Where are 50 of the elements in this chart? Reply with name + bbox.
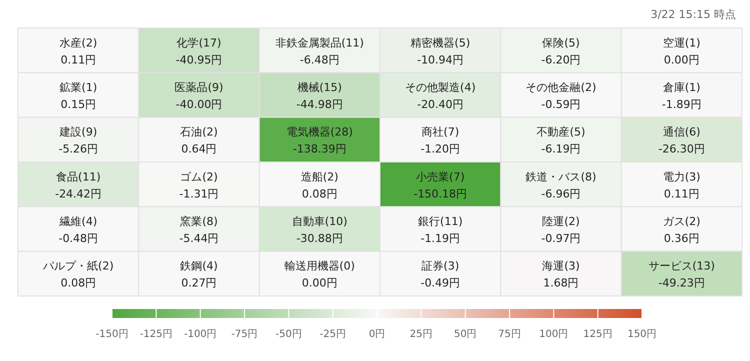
data-label: パルプ・紙(2) 0.08円 [42, 260, 114, 290]
data-label: 窯業(8) -5.44円 [179, 215, 219, 245]
color-bar-label: 100円 [539, 329, 568, 340]
data-label: 鉄道・バス(8) -6.96円 [526, 170, 596, 200]
color-bar-label: -75円 [231, 329, 258, 340]
color-bar-label: -50円 [275, 329, 302, 340]
data-label: 倉庫(1) -1.89円 [662, 81, 702, 111]
data-label: 空運(1) 0.00円 [662, 36, 700, 66]
data-label: 商社(7) -1.20円 [420, 126, 460, 156]
data-label: 銀行(11) -1.19円 [418, 215, 463, 245]
color-bar-label: 0円 [368, 329, 386, 340]
data-label: 機械(15) -44.98円 [296, 81, 343, 111]
color-bar-label: 50円 [454, 329, 477, 340]
data-label: 陸運(2) -0.97円 [541, 215, 581, 245]
data-label: その他金融(2) -0.59円 [526, 81, 596, 111]
data-label: 繊維(4) -0.48円 [58, 215, 98, 245]
data-label: 保険(5) -6.20円 [541, 36, 581, 66]
data-label: 化学(17) -40.95円 [176, 36, 222, 66]
data-label: ゴム(2) -1.31円 [179, 170, 219, 200]
data-label: 石油(2) 0.64円 [180, 126, 218, 156]
data-label: 造船(2) 0.08円 [300, 170, 338, 200]
color-bar-label: 125円 [583, 329, 612, 340]
data-label: 電気機器(28) -138.39円 [286, 126, 353, 156]
data-label: 輸送用機器(0) 0.00円 [284, 260, 355, 290]
color-bar-label: -125円 [140, 329, 173, 340]
data-label: 医薬品(9) -40.00円 [174, 81, 224, 111]
data-label: 鉱業(1) 0.15円 [60, 81, 98, 111]
text: 3/22 15:15 時点 [650, 8, 736, 21]
color-bar-label: -100円 [184, 329, 217, 340]
color-bar-label: 150円 [627, 329, 657, 340]
data-label: 証券(3) -0.49円 [420, 260, 460, 290]
color-bar-label: -25円 [320, 329, 346, 340]
color-bar-label: 75円 [498, 329, 521, 340]
data-label: サービス(13) -49.23円 [648, 260, 715, 290]
data-label: 建設(9) -5.26円 [58, 126, 98, 156]
data-label: 海運(3) 1.68円 [542, 260, 580, 290]
data-label: 食品(11) -24.42円 [55, 170, 102, 200]
data-label: 自動車(10) -30.88円 [292, 215, 348, 245]
color-bar-label: -150円 [96, 329, 128, 340]
data-label: ガス(2) 0.36円 [662, 215, 700, 245]
data-label: 非鉄金属製品(11) -6.48円 [275, 36, 364, 66]
data-label: 電力(3) 0.11円 [662, 170, 700, 200]
data-label: 精密機器(5) -10.94円 [410, 36, 470, 66]
data-label: 小売業(7) -150.18円 [414, 170, 468, 200]
data-label: その他製造(4) -20.40円 [405, 81, 476, 111]
data-label: 不動産(5) -6.19円 [536, 126, 586, 156]
data-label: 鉄鋼(4) 0.27円 [180, 260, 218, 290]
data-label: 水産(2) 0.11円 [60, 36, 98, 66]
color-bar-label: 25円 [410, 329, 433, 340]
data-label: 通信(6) -26.30円 [658, 126, 705, 156]
